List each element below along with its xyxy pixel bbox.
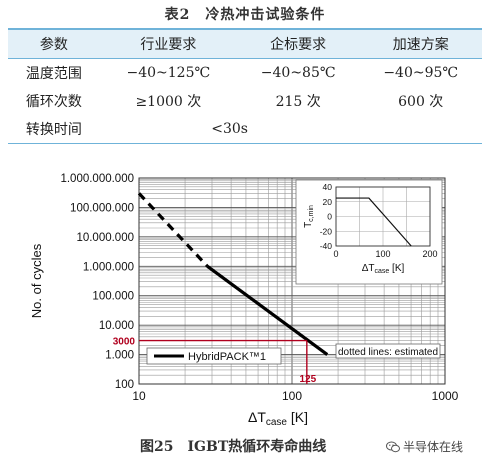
figure-caption: 图25 IGBT热循环寿命曲线: [140, 439, 327, 455]
x-tick-label: 1000: [432, 389, 459, 403]
plot-frame: [138, 177, 446, 385]
inset-x-tick-label: 0: [333, 249, 338, 259]
header-cell: 行业要求: [99, 28, 237, 59]
wechat-icon: [386, 441, 400, 452]
table-cell: −40~85℃: [260, 65, 336, 81]
series-dashed-line: [137, 192, 209, 268]
y-tick-label: 1.000.000: [83, 261, 134, 273]
table-cell: −40~95℃: [383, 65, 459, 81]
y-tick-label: 100.000.000: [70, 202, 134, 214]
table-cell: [359, 115, 482, 144]
table-row: 转换时间 <30s: [8, 115, 482, 144]
y-axis-label: No. of cycles: [29, 243, 44, 318]
header-cell: 加速方案: [359, 28, 482, 59]
y-tick-label: 1.000: [105, 350, 134, 362]
table-cell: 600 次: [398, 94, 444, 110]
inset-series-line: [336, 197, 412, 247]
legend-box: [146, 347, 282, 365]
annotation-text: dotted lines: estimated: [338, 347, 438, 358]
table-cell: −40~125℃: [126, 65, 211, 81]
lifetime-chart-svg: 1.000.000.000 100.000.000 10.000.000 1.000.…: [29, 173, 459, 428]
inset-x-tick-label: 200: [422, 249, 437, 259]
inset-x-tick-label: 100: [375, 249, 390, 259]
annotation-box: [335, 343, 441, 359]
y-tick-label: 100.000: [92, 291, 134, 303]
series-line: [206, 264, 329, 356]
watermark-text: 半导体在线: [403, 440, 464, 454]
x-tick-label: 100: [282, 389, 302, 403]
table-title: 表2 冷热冲击试验条件: [164, 7, 326, 23]
marker-y-label: 3000: [113, 337, 136, 348]
inset-y-axis-label: Tc,min: [303, 205, 315, 228]
inset-y-tick-label: 40: [323, 182, 333, 192]
y-tick-label: 100: [115, 379, 134, 391]
legend-label: HybridPACK™1: [188, 351, 266, 363]
x-axis-label: ΔTcase [K]: [248, 409, 308, 428]
marker-x-label: 125: [299, 374, 316, 385]
inset-frame: [335, 186, 431, 247]
inset-y-tick-label: 0: [327, 212, 332, 222]
table-cell: 循环次数: [25, 94, 82, 110]
table-header-row: 参数 行业要求 企标要求 加速方案: [8, 28, 482, 59]
header-cell: 参数: [8, 28, 100, 59]
lifetime-chart: 1.000.000.000 100.000.000 10.000.000 1.000.…: [0, 172, 490, 434]
header-cell: 企标要求: [236, 28, 360, 59]
inset-x-axis-label: ΔTcase [K]: [362, 263, 405, 275]
table-row: 温度范围 −40~125℃ −40~85℃ −40~95℃: [8, 59, 482, 88]
table-cell-merged: <30s: [99, 115, 360, 144]
y-tick-label: 10.000: [99, 320, 134, 332]
x-tick-label: 10: [132, 389, 146, 403]
inset-y-tick-label: 20: [323, 197, 333, 207]
y-tick-label: 10.000.000: [76, 232, 134, 244]
table-cell: 温度范围: [25, 66, 82, 82]
inset-background: [295, 179, 443, 285]
inset-y-tick-label: -20: [320, 226, 333, 236]
table-cell: ≥1000 次: [135, 94, 202, 110]
test-conditions-table: 参数 行业要求 企标要求 加速方案 温度范围 −40~125℃ −40~85℃ …: [8, 28, 482, 144]
watermark: 半导体在线: [386, 438, 463, 455]
table-cell: 215 次: [275, 94, 321, 110]
inset-y-tick-label: -40: [320, 241, 333, 251]
table-row: 循环次数 ≥1000 次 215 次 600 次: [8, 87, 482, 115]
y-tick-label: 1.000.000.000: [60, 173, 134, 185]
table-cell: 转换时间: [8, 115, 100, 144]
